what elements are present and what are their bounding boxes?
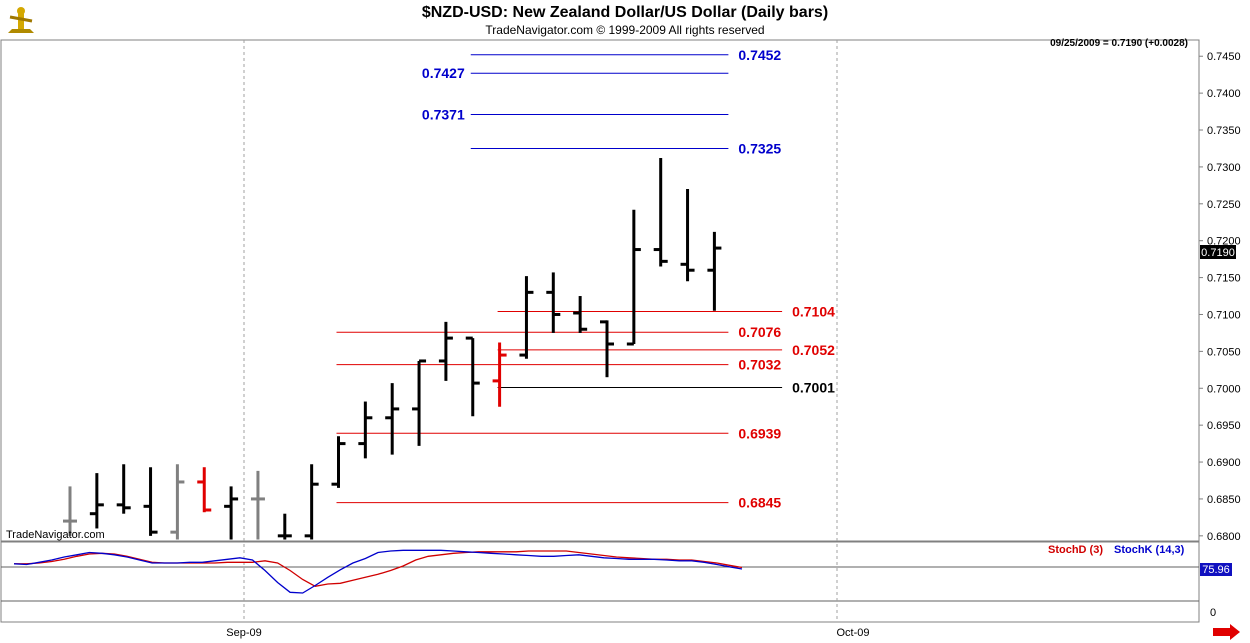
ohlc-bar	[224, 486, 239, 540]
ohlc-bar	[438, 321, 453, 381]
ohlc-bar	[412, 359, 427, 446]
level-label-0.7427: 0.7427	[422, 65, 465, 81]
price-panel-frame	[0, 39, 1200, 542]
chart-title: $NZD-USD: New Zealand Dollar/US Dollar (…	[421, 4, 829, 21]
ohlc-bar	[653, 158, 668, 267]
legend-stochd: StochD (3)	[1048, 544, 1103, 556]
level-label-0.6939: 0.6939	[738, 425, 781, 441]
level-label-0.7076: 0.7076	[738, 324, 781, 340]
ohlc-bar	[465, 336, 480, 417]
ohlc-bar	[116, 464, 131, 514]
ohlc-bar	[197, 467, 212, 513]
level-label-0.7052: 0.7052	[792, 342, 835, 358]
stoch-series-k	[13, 549, 743, 594]
level-label-0.7452: 0.7452	[738, 47, 781, 63]
y-tick-label: 0.6850	[1207, 494, 1241, 506]
stoch-last-tag	[1200, 563, 1232, 576]
y-tick-label: 0.7200	[1207, 236, 1241, 248]
stoch-last-label: 75.96	[1202, 564, 1230, 576]
last-quote-stamp: 09/25/2009 = 0.7190 (+0.0028)	[1050, 38, 1188, 49]
ohlc-bars	[63, 158, 722, 540]
ohlc-bar	[707, 231, 722, 311]
last-price-label: 0.7190	[1201, 247, 1235, 259]
ohlc-bar	[277, 513, 292, 540]
level-label-0.7371: 0.7371	[422, 107, 465, 123]
level-label-0.7104: 0.7104	[792, 304, 835, 320]
ohlc-bar	[573, 296, 588, 333]
ohlc-bar	[358, 401, 373, 459]
x-tick-oct: Oct-09	[836, 627, 869, 639]
price-levels: 0.7452 0.7427 0.7371 0.7325 0.7104 0.7076 0.70…	[336, 47, 835, 511]
ohlc-bar	[89, 473, 104, 529]
y-tick-label: 0.6900	[1207, 457, 1241, 469]
ohlc-bar	[331, 436, 346, 488]
ohlc-bar	[680, 189, 695, 282]
chart-subtitle: TradeNavigator.com © 1999-2009 All right…	[485, 23, 765, 37]
level-label-0.7032: 0.7032	[738, 357, 781, 373]
y-tick-label: 0.7150	[1207, 273, 1241, 285]
ohlc-bar	[170, 464, 185, 540]
ohlc-bar	[492, 342, 507, 407]
watermark-text: TradeNavigator.com	[6, 529, 105, 541]
level-label-0.7325: 0.7325	[738, 140, 781, 156]
ohlc-bar	[546, 272, 561, 333]
ohlc-bar	[143, 467, 158, 536]
stoch-panel-frame	[0, 541, 1200, 623]
stochastic-lines	[13, 549, 743, 594]
y-tick-label: 0.6950	[1207, 420, 1241, 432]
y-tick-label: 0.6800	[1207, 531, 1241, 543]
ohlc-bar	[304, 464, 319, 540]
trading-figure-icon	[8, 7, 34, 33]
ohlc-bar	[600, 320, 614, 378]
ohlc-bar	[626, 209, 641, 346]
ohlc-bar	[385, 383, 400, 455]
y-tick-label: 0.7400	[1207, 88, 1241, 100]
y-tick-label: 0.7300	[1207, 162, 1241, 174]
stoch-series-d	[14, 550, 743, 587]
level-label-0.7001: 0.7001	[792, 380, 835, 396]
y-tick-label: 0.7000	[1207, 383, 1241, 395]
level-label-0.6845: 0.6845	[738, 495, 781, 511]
ohlc-bar	[250, 470, 265, 540]
x-tick-sep: Sep-09	[226, 627, 261, 639]
scroll-right-arrow-icon[interactable]	[1213, 624, 1240, 640]
legend-stochk: StochK (14,3)	[1114, 544, 1185, 556]
ohlc-bar	[63, 486, 77, 536]
y-tick-label: 0.7250	[1207, 199, 1241, 211]
y-tick-label: 0.7450	[1207, 51, 1241, 63]
last-price-tag	[1200, 245, 1236, 259]
price-y-axis: 0.74500.74000.73500.73000.72500.72000.71…	[1199, 51, 1241, 543]
y-tick-label: 0.7350	[1207, 125, 1241, 137]
ohlc-bar	[519, 276, 534, 359]
y-tick-label: 0.7100	[1207, 309, 1241, 321]
stoch-y-tick-0: 0	[1210, 607, 1216, 619]
y-tick-label: 0.7050	[1207, 346, 1241, 358]
